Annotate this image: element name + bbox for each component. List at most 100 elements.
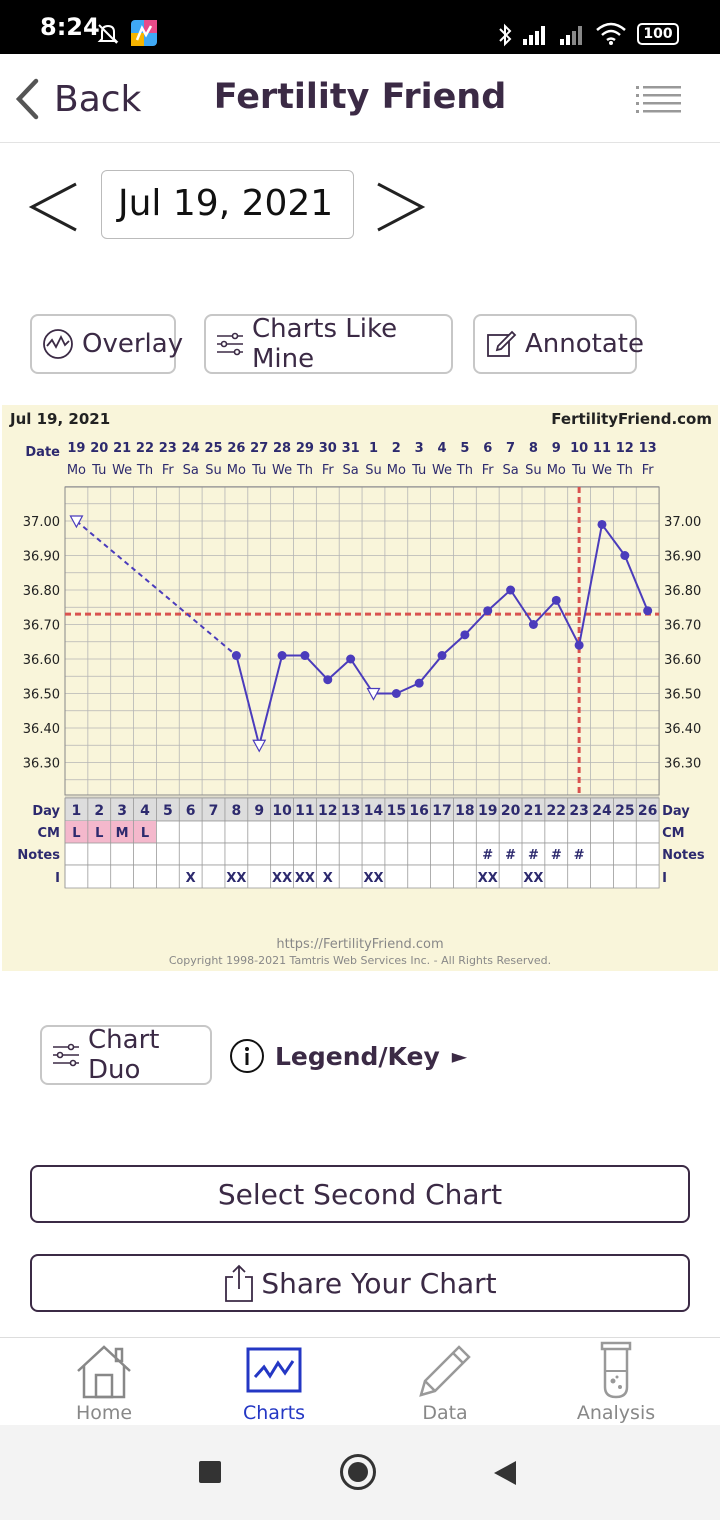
temp-point — [620, 551, 630, 560]
list-menu-icon — [636, 86, 681, 113]
back-system-button[interactable] — [492, 1459, 518, 1487]
recent-apps-button[interactable] — [199, 1461, 221, 1483]
nav-analysis[interactable]: Analysis — [546, 1338, 686, 1426]
nav-data-label: Data — [422, 1402, 468, 1424]
cm-value: L — [141, 826, 149, 841]
temperature-line — [327, 658, 352, 681]
chevron-left-icon — [15, 78, 39, 120]
sliders-icon — [217, 332, 243, 356]
cm-cell — [133, 821, 157, 843]
day-value: 25 — [615, 803, 634, 819]
weekday-tick: Mo — [227, 463, 246, 478]
chevron-left-icon — [28, 182, 77, 232]
temp-point — [277, 651, 287, 661]
fertility-chart: Jul 19, 2021 FertilityFriend.com Date 19 Mo 2… — [2, 405, 718, 971]
back-button[interactable]: Back — [14, 74, 141, 124]
temperature-line — [258, 655, 284, 746]
share-chart-button[interactable]: Share Your Chart — [30, 1254, 690, 1312]
temp-point — [300, 651, 310, 661]
y-tick-right: 36.70 — [664, 619, 701, 634]
temp-point — [231, 651, 241, 661]
legend-key-link[interactable]: Legend/Key ► — [229, 1036, 467, 1076]
cm-row-label-left: CM — [38, 826, 60, 841]
y-tick-right: 36.30 — [664, 757, 701, 772]
select-second-chart-button[interactable]: Select Second Chart — [30, 1165, 690, 1223]
wifi-icon — [596, 22, 626, 45]
temperature-line — [75, 520, 238, 657]
edit-icon — [487, 330, 517, 357]
date-tick: 26 — [227, 441, 245, 456]
date-tick: 29 — [296, 441, 314, 456]
cm-value: M — [116, 826, 129, 841]
date-field[interactable]: Jul 19, 2021 — [101, 170, 354, 239]
y-tick-left: 36.40 — [23, 722, 60, 737]
date-tick: 7 — [506, 441, 515, 456]
date-tick: 10 — [570, 441, 588, 456]
temp-point — [414, 678, 424, 688]
cm-cell — [65, 821, 88, 843]
date-tick: 28 — [273, 441, 291, 456]
chart-duo-button[interactable]: Chart Duo — [40, 1025, 212, 1085]
home-system-button[interactable] — [340, 1454, 376, 1490]
weekday-tick: Tu — [411, 463, 426, 478]
day-value: 2 — [94, 803, 104, 819]
nav-analysis-label: Analysis — [576, 1402, 656, 1424]
temperature-line — [623, 555, 649, 612]
y-tick-right: 36.50 — [664, 688, 701, 703]
notifications-off-icon — [97, 24, 119, 44]
previous-date-button[interactable] — [28, 170, 88, 240]
weekday-tick: Th — [136, 463, 153, 478]
day-value: 8 — [232, 803, 242, 819]
temp-point — [437, 651, 447, 661]
weekday-tick: Tu — [571, 463, 586, 478]
legend-key-label: Legend/Key — [275, 1041, 440, 1071]
day-value: 6 — [186, 803, 196, 819]
test-tube-icon — [600, 1341, 632, 1399]
temp-point — [346, 654, 356, 664]
temp-point — [460, 630, 470, 640]
day-value: 17 — [432, 803, 451, 819]
temperature-line — [555, 599, 581, 646]
date-tick: 12 — [616, 441, 634, 456]
temp-point — [597, 519, 607, 529]
temp-point — [323, 675, 333, 685]
day-value: 10 — [272, 803, 292, 819]
date-tick: 23 — [159, 441, 177, 456]
day-value: 16 — [409, 803, 428, 819]
nav-data[interactable]: Data — [375, 1338, 515, 1426]
y-tick-right: 36.40 — [664, 722, 701, 737]
day-value: 14 — [364, 803, 384, 819]
date-tick: 8 — [529, 441, 538, 456]
date-row-label: Date — [25, 445, 60, 460]
nav-charts[interactable]: Charts — [204, 1338, 344, 1426]
next-date-button[interactable] — [374, 170, 434, 240]
day-value: 3 — [117, 803, 127, 819]
weekday-tick: Sa — [343, 463, 359, 478]
temperature-line — [532, 599, 558, 626]
annotate-button[interactable]: Annotate — [473, 314, 644, 374]
date-tick: 24 — [182, 441, 200, 456]
nav-home[interactable]: Home — [34, 1338, 174, 1426]
discarded-temp-point — [366, 687, 381, 701]
weekday-tick: Th — [616, 463, 633, 478]
menu-button[interactable] — [636, 84, 684, 116]
weekday-tick: Su — [205, 463, 222, 478]
date-tick: 9 — [552, 441, 561, 456]
charts-like-mine-label: Charts Like Mine — [252, 314, 398, 374]
overlay-button[interactable]: Overlay — [30, 314, 183, 374]
date-tick: 27 — [250, 441, 268, 456]
cm-row-label-right: CM — [662, 826, 684, 841]
nav-charts-label: Charts — [242, 1402, 306, 1424]
temperature-line — [464, 610, 489, 636]
notes-value: # — [574, 848, 585, 863]
plot-border — [64, 486, 660, 796]
i-value: X — [323, 871, 333, 886]
weekday-tick: Su — [365, 463, 382, 478]
day-value: 26 — [638, 803, 657, 819]
weekday-tick: Mo — [387, 463, 406, 478]
date-tick: 13 — [639, 441, 657, 456]
weekday-tick: We — [592, 463, 612, 478]
temperature-line — [509, 589, 535, 626]
y-tick-right: 36.90 — [664, 550, 701, 565]
charts-like-mine-button[interactable]: Charts Like Mine — [204, 314, 453, 374]
